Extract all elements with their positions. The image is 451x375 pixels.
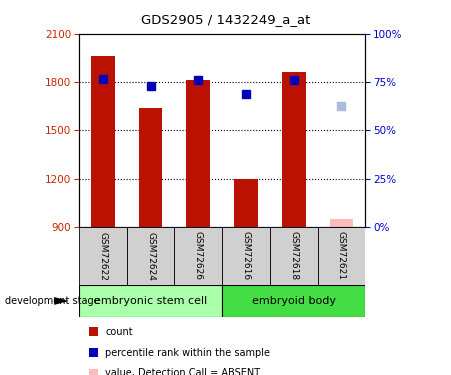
Bar <box>186 80 210 227</box>
FancyBboxPatch shape <box>222 227 270 285</box>
FancyBboxPatch shape <box>127 227 175 285</box>
Text: GSM72624: GSM72624 <box>146 231 155 280</box>
Text: GDS2905 / 1432249_a_at: GDS2905 / 1432249_a_at <box>141 13 310 26</box>
Text: embryoid body: embryoid body <box>252 296 336 306</box>
Text: development stage: development stage <box>5 296 99 306</box>
Bar <box>330 219 354 227</box>
FancyBboxPatch shape <box>318 227 365 285</box>
Bar <box>282 72 306 227</box>
FancyBboxPatch shape <box>270 227 318 285</box>
Bar <box>89 327 98 336</box>
FancyBboxPatch shape <box>79 285 222 317</box>
Bar <box>138 108 162 227</box>
FancyBboxPatch shape <box>222 285 365 317</box>
Bar <box>234 179 258 227</box>
Bar <box>89 369 98 375</box>
Text: embryonic stem cell: embryonic stem cell <box>94 296 207 306</box>
FancyBboxPatch shape <box>175 227 222 285</box>
Polygon shape <box>54 297 69 305</box>
Text: GSM72616: GSM72616 <box>241 231 250 280</box>
Text: value, Detection Call = ABSENT: value, Detection Call = ABSENT <box>105 368 260 375</box>
Text: percentile rank within the sample: percentile rank within the sample <box>105 348 270 357</box>
Text: GSM72626: GSM72626 <box>194 231 203 280</box>
Text: count: count <box>105 327 133 337</box>
Text: GSM72618: GSM72618 <box>289 231 298 280</box>
Bar <box>89 348 98 357</box>
Text: GSM72621: GSM72621 <box>337 231 346 280</box>
Text: GSM72622: GSM72622 <box>98 231 107 280</box>
FancyBboxPatch shape <box>79 227 127 285</box>
Bar <box>91 56 115 227</box>
